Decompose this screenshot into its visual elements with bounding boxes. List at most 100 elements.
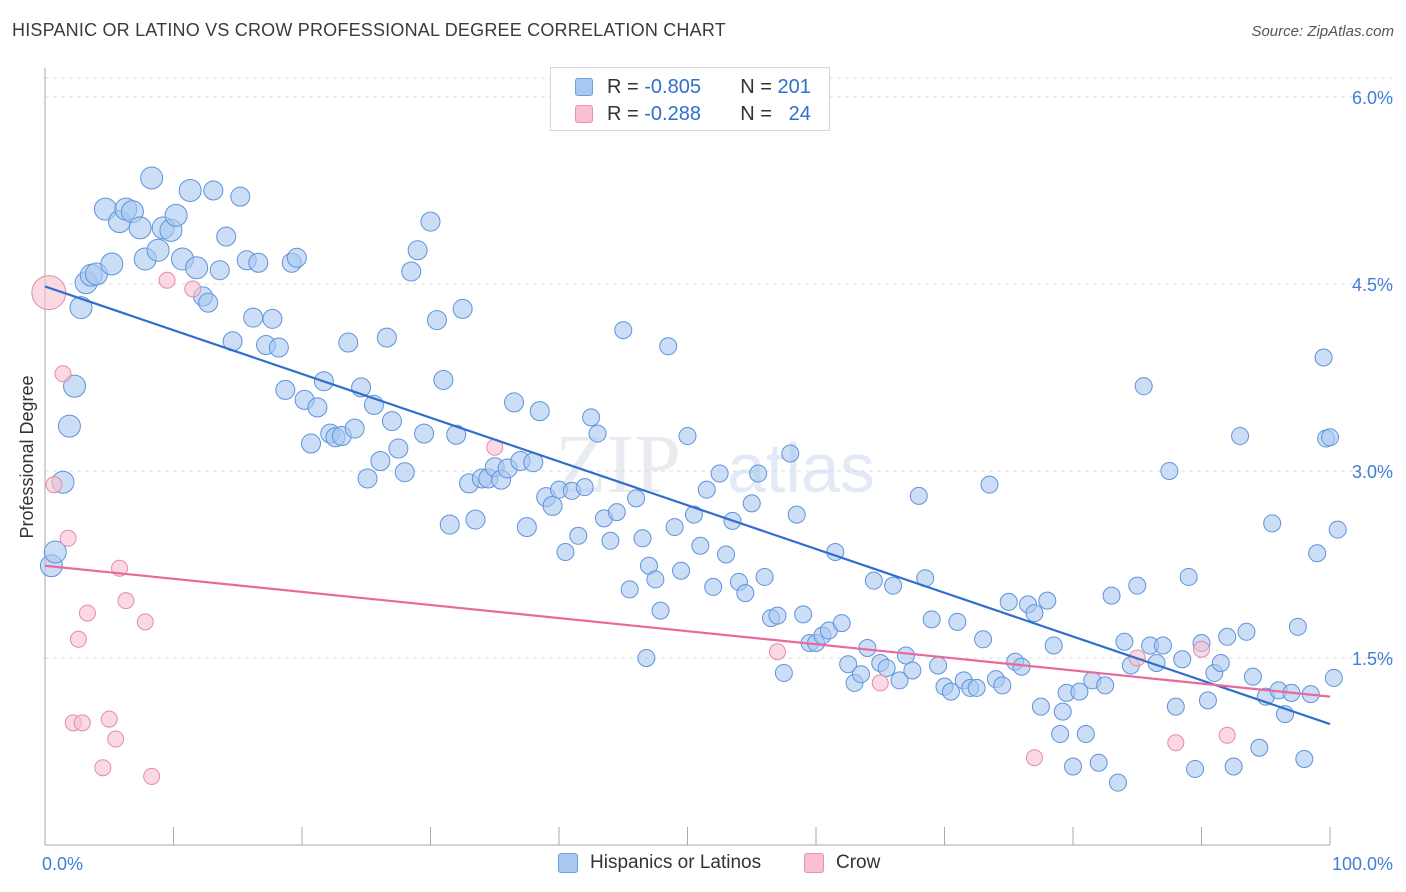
data-point-hispanics xyxy=(1166,697,1185,716)
data-point-hispanics xyxy=(1076,725,1095,744)
data-point-hispanics xyxy=(781,444,800,463)
data-point-hispanics xyxy=(755,567,774,586)
y-tick-label: 6.0% xyxy=(1352,88,1393,108)
data-point-crow xyxy=(94,759,112,777)
data-point-hispanics xyxy=(1231,427,1250,446)
data-point-hispanics xyxy=(967,678,986,697)
data-point-hispanics xyxy=(903,661,922,680)
bottom-legend-hispanics: Hispanics or Latinos xyxy=(558,852,761,874)
legend-r-label: R = xyxy=(607,102,639,125)
data-point-hispanics xyxy=(1250,738,1269,757)
data-point-crow xyxy=(136,613,154,631)
x-tick-label: 0.0% xyxy=(42,854,83,874)
axes xyxy=(44,68,1331,846)
data-point-hispanics xyxy=(909,486,928,505)
data-point-hispanics xyxy=(1160,461,1179,480)
legend-r-value: -0.805 xyxy=(644,75,701,98)
bottom-legend-label-crow: Crow xyxy=(836,852,881,873)
data-point-hispanics xyxy=(684,505,703,524)
data-point-hispanics xyxy=(216,226,237,247)
data-point-hispanics xyxy=(749,464,768,483)
bottom-legend-crow: Crow xyxy=(804,852,880,874)
data-point-hispanics xyxy=(922,610,941,629)
tick-labels: 1.5% 3.0% 4.5% 6.0% 0.0% 100.0% xyxy=(42,88,1393,874)
y-tick-label: 3.0% xyxy=(1352,462,1393,482)
data-point-hispanics xyxy=(1153,636,1172,655)
legend-n-label: N = xyxy=(740,75,772,98)
data-point-crow xyxy=(78,604,96,622)
data-point-hispanics xyxy=(620,580,639,599)
legend-row-hispanics: R = -0.805 N = 201 xyxy=(575,74,811,100)
data-point-hispanics xyxy=(69,296,93,320)
data-point-hispanics xyxy=(307,397,328,418)
data-point-hispanics xyxy=(262,308,283,329)
data-point-hispanics xyxy=(1295,749,1314,768)
stats-legend: R = -0.805 N = 201 R = -0.288 N = 24 xyxy=(550,67,830,131)
data-point-hispanics xyxy=(100,252,124,276)
x-tick-label: 100.0% xyxy=(1332,854,1393,874)
series-crow-points xyxy=(31,271,1236,785)
data-point-hispanics xyxy=(1115,632,1134,651)
data-point-hispanics xyxy=(1218,627,1237,646)
data-point-hispanics xyxy=(1237,622,1256,641)
data-point-hispanics xyxy=(704,577,723,596)
data-point-hispanics xyxy=(556,543,575,562)
data-point-hispanics xyxy=(1025,604,1044,623)
trend-lines xyxy=(44,285,1331,726)
data-point-hispanics xyxy=(414,423,435,444)
data-point-hispanics xyxy=(420,211,441,232)
data-point-hispanics xyxy=(633,529,652,548)
data-point-crow xyxy=(143,767,161,785)
data-point-hispanics xyxy=(1064,757,1082,776)
data-point-hispanics xyxy=(941,682,960,701)
data-point-hispanics xyxy=(993,676,1012,695)
data-point-hispanics xyxy=(787,505,806,524)
data-point-hispanics xyxy=(575,478,594,497)
data-point-hispanics xyxy=(209,260,230,281)
data-point-hispanics xyxy=(614,321,633,340)
data-point-hispanics xyxy=(980,475,999,494)
data-point-hispanics xyxy=(1198,691,1217,710)
data-point-hispanics xyxy=(710,464,729,483)
data-point-hispanics xyxy=(1096,676,1115,695)
data-point-hispanics xyxy=(627,489,646,508)
data-point-hispanics xyxy=(1263,514,1282,533)
data-point-hispanics xyxy=(243,307,264,328)
data-point-hispanics xyxy=(452,298,473,319)
source-credit: Source: ZipAtlas.com xyxy=(1251,23,1394,40)
data-point-hispanics xyxy=(601,531,620,550)
data-point-hispanics xyxy=(1324,668,1343,687)
data-point-hispanics xyxy=(542,495,563,516)
data-point-hispanics xyxy=(877,658,896,677)
data-point-hispanics xyxy=(300,433,321,454)
y-tick-label: 4.5% xyxy=(1352,275,1393,295)
legend-swatch-crow xyxy=(575,105,593,123)
data-point-hispanics xyxy=(774,663,793,682)
data-point-hispanics xyxy=(1134,377,1153,396)
data-point-hispanics xyxy=(1044,636,1063,655)
data-point-crow xyxy=(158,271,176,289)
data-point-crow xyxy=(73,714,91,732)
data-point-hispanics xyxy=(607,503,626,522)
data-point-hispanics xyxy=(1243,667,1262,686)
data-point-hispanics xyxy=(401,261,422,282)
legend-n-value: 24 xyxy=(788,102,811,125)
data-point-hispanics xyxy=(890,671,909,690)
data-point-hispanics xyxy=(140,166,164,190)
data-point-hispanics xyxy=(697,480,716,499)
data-point-crow xyxy=(1167,734,1185,752)
bottom-legend-swatch-hispanics xyxy=(558,853,578,873)
data-point-hispanics xyxy=(1179,567,1198,586)
data-point-crow xyxy=(768,643,786,661)
data-point-hispanics xyxy=(637,648,656,667)
y-axis-label: Professional Degree xyxy=(17,375,37,538)
data-point-hispanics xyxy=(974,630,993,649)
data-point-hispanics xyxy=(394,462,415,483)
legend-n-label: N = xyxy=(740,102,772,125)
data-point-hispanics xyxy=(357,468,378,489)
data-point-hispanics xyxy=(370,450,391,471)
legend-n-value: 201 xyxy=(777,75,811,98)
data-point-crow xyxy=(1025,749,1043,767)
bottom-legend-swatch-crow xyxy=(804,853,824,873)
